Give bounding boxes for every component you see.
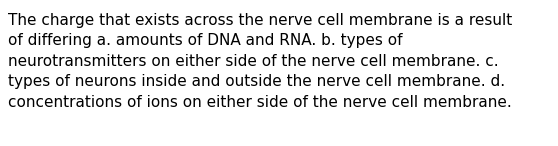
Text: The charge that exists across the nerve cell membrane is a result
of differing a: The charge that exists across the nerve … xyxy=(8,13,512,110)
